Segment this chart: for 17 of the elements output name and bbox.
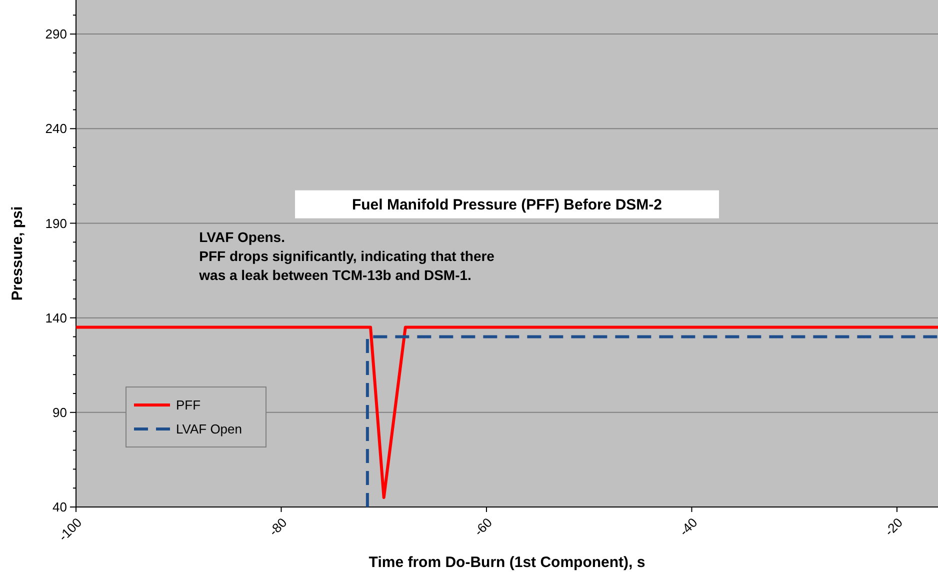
x-tick-label: -40 bbox=[676, 514, 700, 539]
x-tick-label: -80 bbox=[266, 514, 290, 539]
text: Fuel Manifold Pressure (PFF) Before DSM-2 bbox=[352, 196, 662, 214]
y-tick-label: 240 bbox=[45, 121, 67, 136]
legend-label: LVAF Open bbox=[176, 422, 242, 437]
legend-label: PFF bbox=[176, 398, 201, 413]
y-tick-label: 140 bbox=[45, 310, 67, 326]
y-tick-label: 40 bbox=[52, 500, 67, 515]
y-tick-label: 90 bbox=[52, 404, 67, 420]
annotation: LVAF Opens. PFF drops significantly, indicating that there was a leak between TCM-13b and DSM-1. bbox=[198, 229, 495, 284]
y-axis-title: Pressure, psi bbox=[9, 206, 26, 301]
x-axis-title: Time from Do-Burn (1st Component), s bbox=[368, 554, 646, 571]
x-tick-label: -60 bbox=[471, 514, 496, 539]
x-tick-label: -100 bbox=[56, 514, 85, 544]
x-tick-label: -20 bbox=[882, 514, 906, 539]
y-tick-label: 190 bbox=[45, 216, 67, 231]
y-tick-label: 290 bbox=[45, 26, 67, 42]
